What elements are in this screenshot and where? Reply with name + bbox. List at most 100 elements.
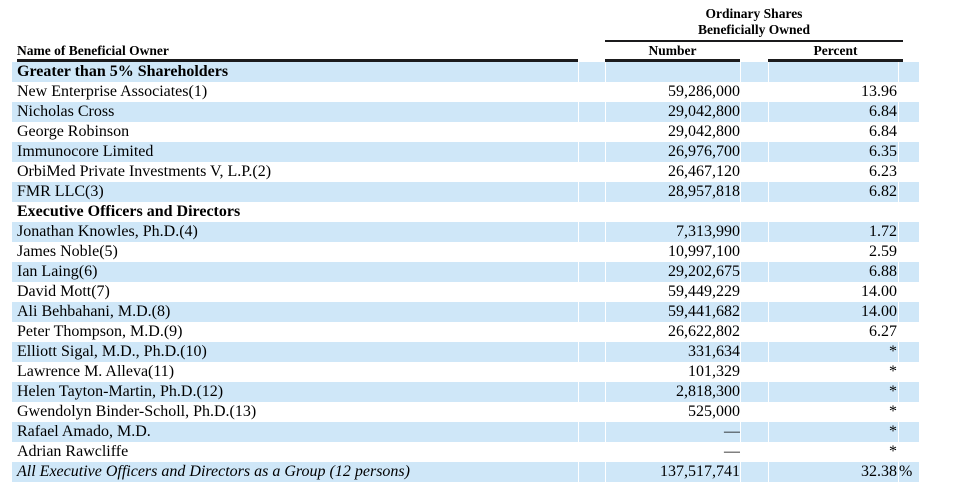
table-row: FMR LLC(3) 28,957,818 6.82 — [12, 182, 919, 202]
table-row: Executive Officers and Directors — [12, 202, 919, 222]
spacer-cell — [741, 122, 768, 142]
table-row: James Noble(5) 10,997,100 2.59 — [12, 242, 919, 262]
percent-suffix-cell: % — [899, 462, 919, 482]
percent-cell — [769, 62, 898, 82]
percent-suffix-cell — [899, 402, 919, 422]
table-row: David Mott(7) 59,449,229 14.00 — [12, 282, 919, 302]
table-row: Adrian Rawcliffe — * — [12, 442, 919, 462]
spacer-cell — [579, 62, 605, 82]
spacer-cell — [579, 362, 605, 382]
table-row: Lawrence M. Alleva(11) 101,329 * — [12, 362, 919, 382]
shares-number-cell: 26,622,802 — [668, 323, 740, 340]
percent-cell: 6.23 — [869, 163, 897, 180]
table-row: All Executive Officers and Directors as … — [12, 462, 919, 482]
spacer-cell — [579, 102, 605, 122]
percent-suffix-cell — [899, 162, 919, 182]
table-row: Peter Thompson, M.D.(9) 26,622,802 6.27 — [12, 322, 919, 342]
shares-number-cell: 59,449,229 — [668, 283, 740, 300]
beneficial-owner-name-cell: Ali Behbahani, M.D.(8) — [12, 302, 578, 322]
beneficial-owner-name-cell: George Robinson — [17, 123, 130, 140]
percent-cell: 6.88 — [769, 262, 898, 282]
table-row: Nicholas Cross 29,042,800 6.84 — [12, 102, 919, 122]
spacer-cell — [741, 322, 768, 342]
spacer-cell — [741, 162, 768, 182]
beneficial-owner-name-cell: All Executive Officers and Directors as … — [12, 462, 578, 482]
beneficial-owner-name-cell: Gwendolyn Binder-Scholl, Ph.D.(13) — [17, 403, 257, 420]
shares-number-cell: 59,441,682 — [606, 302, 740, 322]
percent-suffix-cell — [899, 382, 919, 402]
spacer-cell — [741, 182, 768, 202]
spacer-cell — [741, 142, 768, 162]
percent-cell: * — [889, 363, 897, 380]
table-row: OrbiMed Private Investments V, L.P.(2) 2… — [12, 162, 919, 182]
percent-cell: 1.72 — [769, 222, 898, 242]
beneficial-owner-name-cell: OrbiMed Private Investments V, L.P.(2) — [17, 163, 272, 180]
percent-suffix-cell — [899, 182, 919, 202]
shares-number-cell: 26,467,120 — [668, 163, 740, 180]
percent-cell: 14.00 — [861, 283, 897, 300]
beneficial-owner-name-cell: Executive Officers and Directors — [17, 203, 241, 220]
spacer-cell — [579, 462, 605, 482]
percent-cell: 14.00 — [769, 302, 898, 322]
shares-number-cell: 28,957,818 — [606, 182, 740, 202]
percent-suffix-cell — [899, 282, 919, 302]
percent-suffix-cell — [899, 82, 919, 102]
table-row: Immunocore Limited 26,976,700 6.35 — [12, 142, 919, 162]
beneficial-owner-name-cell: Rafael Amado, M.D. — [12, 422, 578, 442]
spacer-cell — [579, 202, 605, 222]
shares-number-cell: 10,997,100 — [668, 243, 740, 260]
percent-cell: * — [889, 443, 897, 460]
spacer-cell — [741, 422, 768, 442]
spacer-cell — [579, 282, 605, 302]
percent-suffix-cell — [899, 322, 919, 342]
spacer-cell — [741, 342, 768, 362]
spacer-cell — [579, 322, 605, 342]
percent-column-rule — [768, 59, 903, 62]
table-row: Greater than 5% Shareholders — [12, 62, 919, 82]
spacer-cell — [741, 262, 768, 282]
spacer-cell — [579, 142, 605, 162]
table-row: Ian Laing(6) 29,202,675 6.88 — [12, 262, 919, 282]
percent-cell: 2.59 — [869, 243, 897, 260]
percent-suffix-cell — [899, 442, 919, 462]
table-row: Helen Tayton-Martin, Ph.D.(12) 2,818,300… — [12, 382, 919, 402]
table-row: George Robinson 29,042,800 6.84 — [12, 122, 919, 142]
spacer-cell — [741, 62, 768, 82]
beneficial-owner-name-cell: Greater than 5% Shareholders — [12, 62, 578, 82]
column-header-percent: Percent — [813, 43, 858, 58]
spacer-cell — [579, 262, 605, 282]
shares-number-cell: 525,000 — [688, 403, 740, 420]
percent-cell: 6.84 — [869, 123, 897, 140]
percent-cell: * — [889, 403, 897, 420]
percent-suffix-cell — [899, 262, 919, 282]
spacer-cell — [579, 122, 605, 142]
percent-cell: * — [769, 422, 898, 442]
percent-suffix-cell — [899, 362, 919, 382]
group-header-line1: Ordinary Shares — [705, 6, 803, 21]
table-row: Rafael Amado, M.D. — * — [12, 422, 919, 442]
shares-number-cell — [606, 62, 740, 82]
shares-number-cell: 331,634 — [606, 342, 740, 362]
percent-cell: 6.35 — [769, 142, 898, 162]
spacer-cell — [741, 242, 768, 262]
group-header-rule — [605, 40, 903, 42]
spacer-cell — [579, 162, 605, 182]
beneficial-owner-name-cell: Lawrence M. Alleva(11) — [17, 363, 175, 380]
spacer-cell — [741, 102, 768, 122]
percent-suffix-cell — [899, 242, 919, 262]
name-column-rule — [17, 59, 578, 62]
percent-cell: * — [769, 342, 898, 362]
spacer-cell — [741, 222, 768, 242]
spacer-cell — [741, 302, 768, 322]
percent-cell: * — [769, 382, 898, 402]
beneficial-owner-name-cell: James Noble(5) — [17, 243, 118, 260]
spacer-cell — [741, 382, 768, 402]
percent-cell: 6.82 — [769, 182, 898, 202]
shares-number-cell — [606, 202, 740, 222]
beneficial-owner-name-cell: Helen Tayton-Martin, Ph.D.(12) — [12, 382, 578, 402]
beneficial-owner-name-cell: Immunocore Limited — [12, 142, 578, 162]
percent-suffix-cell — [899, 202, 919, 222]
shares-number-cell: 59,286,000 — [668, 83, 740, 100]
spacer-cell — [579, 242, 605, 262]
